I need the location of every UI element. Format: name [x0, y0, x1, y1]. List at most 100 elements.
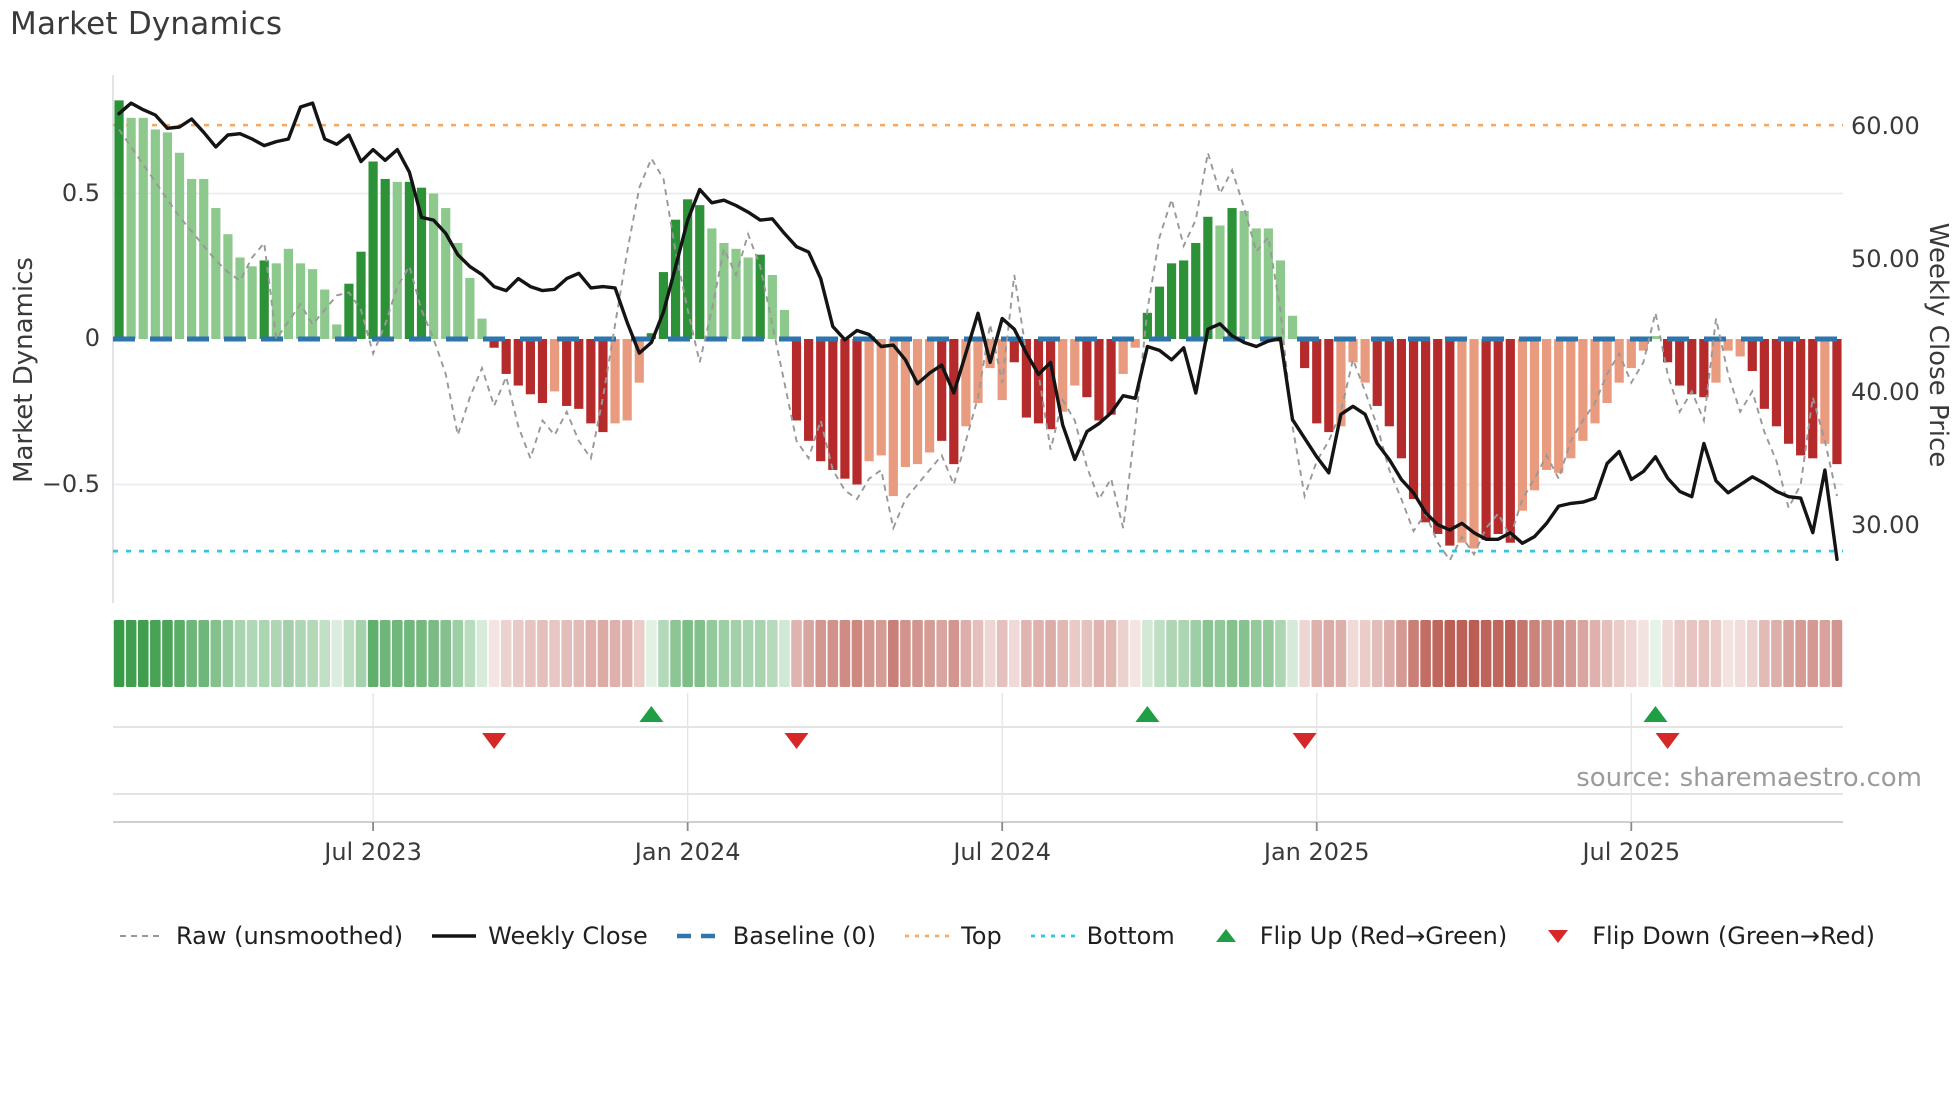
heatmap-cell — [779, 620, 790, 687]
oscillator-bar — [1481, 339, 1491, 540]
heatmap-cell — [1589, 620, 1601, 687]
heatmap-cell — [440, 620, 451, 687]
oscillator-bar — [925, 339, 935, 453]
legend-label-flip-up: Flip Up (Red→Green) — [1259, 922, 1508, 950]
heatmap-cell — [694, 620, 706, 687]
oscillator-bar — [1650, 336, 1661, 339]
heatmap-cell — [791, 620, 802, 687]
heatmap-cell — [682, 620, 693, 687]
legend-label-top: Top — [961, 922, 1002, 950]
legend-label-baseline: Baseline (0) — [732, 922, 877, 950]
heatmap-cell — [609, 620, 621, 687]
heatmap-cell — [379, 620, 391, 687]
heatmap-cell — [1033, 620, 1044, 687]
oscillator-bar — [392, 181, 402, 339]
oscillator-bar — [416, 187, 427, 339]
oscillator-bar — [1638, 339, 1648, 351]
weekly-close-line — [117, 101, 1839, 561]
oscillator-bar — [1191, 242, 1201, 339]
oscillator-bar — [1372, 339, 1382, 406]
oscillator-bar — [1433, 339, 1443, 534]
heatmap-cell — [1069, 620, 1081, 687]
heatmap-cell — [936, 620, 948, 687]
oscillator-bar — [1771, 339, 1782, 427]
oscillator-bar — [1578, 339, 1588, 441]
heatmap-cell — [283, 620, 294, 687]
oscillator-bar — [1058, 339, 1068, 412]
heatmap-cell — [549, 620, 560, 687]
flip-down-icon — [1548, 930, 1569, 943]
oscillator-bar — [126, 117, 136, 339]
oscillator-bar — [1590, 339, 1600, 424]
heatmap-cell — [537, 620, 548, 687]
heatmap-cell — [1480, 620, 1492, 687]
heatmap-cell — [137, 620, 149, 687]
chart-legend: Raw (unsmoothed) Weekly Close Baseline (0)… — [118, 922, 1908, 950]
heatmap-cell — [1492, 620, 1504, 687]
heatmap-cell — [1190, 620, 1202, 687]
x-axis-tick-label: Jul 2023 — [324, 838, 422, 866]
heatmap-cell — [295, 620, 306, 687]
heatmap-cell — [803, 620, 814, 687]
oscillator-bar — [1275, 260, 1286, 339]
heatmap-cell — [621, 620, 633, 687]
heatmap-cell — [1819, 620, 1831, 687]
heatmap-cell — [984, 620, 996, 687]
heatmap-cell — [343, 620, 355, 687]
heatmap-cell — [1214, 620, 1226, 687]
oscillator-bar — [1759, 339, 1769, 409]
oscillator-bar — [1735, 339, 1745, 357]
oscillator-bar — [1179, 260, 1189, 339]
oscillator-bar — [1045, 339, 1056, 430]
oscillator-bar — [1554, 339, 1564, 473]
heatmap-cell — [1396, 620, 1407, 687]
heatmap-cell — [1226, 620, 1238, 687]
heatmap-cell — [924, 620, 935, 687]
heatmap-cell — [1238, 620, 1250, 687]
heatmap-cell — [392, 620, 403, 687]
oscillator-bar — [1517, 339, 1528, 511]
oscillator-bar — [1251, 228, 1261, 339]
oscillator-bar — [755, 254, 765, 339]
oscillator-bar — [852, 339, 862, 485]
heatmap-cell — [1698, 620, 1710, 687]
heatmap-cell — [1287, 620, 1298, 687]
oscillator-bar — [247, 266, 257, 339]
heatmap-cell — [561, 620, 572, 687]
oscillator-bar — [320, 289, 330, 339]
oscillator-bar — [562, 339, 572, 406]
oscillator-bar — [162, 132, 173, 339]
heatmap-cell — [1323, 620, 1335, 687]
heatmap-cell — [1456, 620, 1468, 687]
oscillator-bar — [1529, 339, 1540, 491]
heatmap-cell — [1105, 620, 1117, 687]
heatmap-cell — [1384, 620, 1395, 687]
oscillator-bar — [1723, 339, 1733, 351]
oscillator-bar — [453, 242, 463, 339]
oscillator-bar — [428, 193, 439, 339]
oscillator-bar — [828, 339, 838, 470]
heatmap-cell — [1129, 620, 1141, 687]
heatmap-cell — [706, 620, 718, 687]
heatmap-cell — [1638, 620, 1649, 687]
heatmap-cell — [271, 620, 282, 687]
oscillator-bar — [1021, 339, 1031, 418]
oscillator-bar — [949, 339, 959, 465]
heatmap-cell — [222, 620, 234, 687]
oscillator-bar — [1445, 339, 1455, 546]
legend-item-top: Top — [903, 922, 1002, 950]
oscillator-bar — [501, 339, 511, 374]
heatmap-cell — [186, 620, 197, 687]
oscillator-bar — [791, 339, 802, 421]
heatmap-cell — [476, 620, 488, 687]
heatmap-cell — [1154, 620, 1165, 687]
heatmap-cell — [1553, 620, 1564, 687]
heatmap-cell — [1045, 620, 1056, 687]
oscillator-bar — [912, 339, 923, 465]
oscillator-bar — [1747, 339, 1757, 372]
oscillator-bar — [1505, 339, 1515, 543]
oscillator-bar — [985, 339, 995, 369]
oscillator-bar — [646, 333, 656, 339]
oscillator-bar — [187, 178, 197, 339]
